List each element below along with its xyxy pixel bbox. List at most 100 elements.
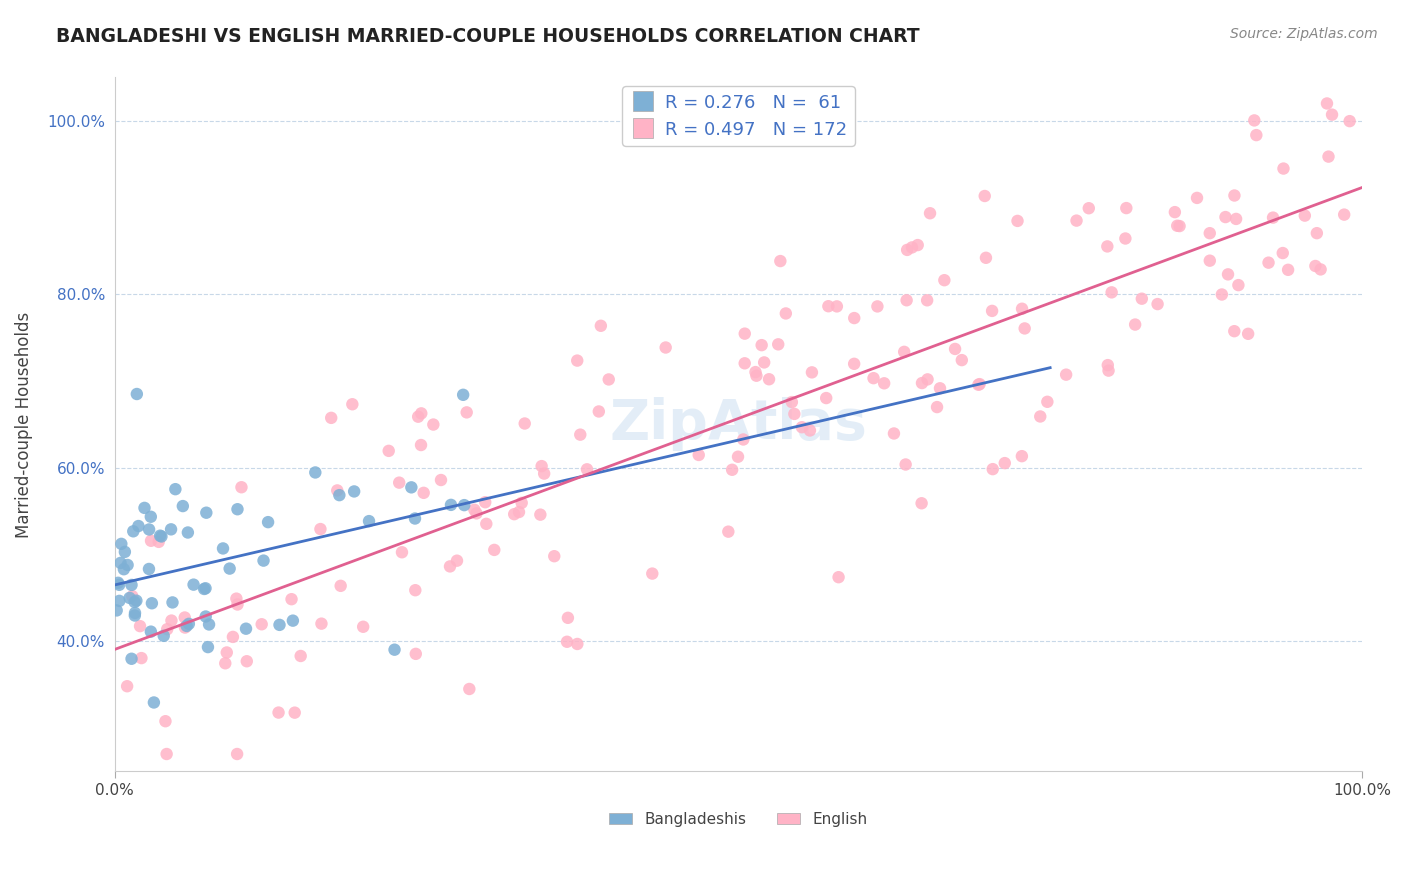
Point — [1164, 205, 1187, 219]
Point — [589, 318, 612, 333]
Point — [569, 427, 592, 442]
Point — [280, 592, 302, 607]
Point — [121, 589, 143, 603]
Point — [598, 372, 620, 386]
Point — [194, 609, 217, 624]
Point — [124, 608, 146, 623]
Text: Source: ZipAtlas.com: Source: ZipAtlas.com — [1230, 27, 1378, 41]
Point — [134, 500, 156, 515]
Point — [329, 579, 352, 593]
Point — [1243, 113, 1265, 128]
Point — [250, 617, 273, 632]
Point — [235, 622, 257, 636]
Point — [1306, 226, 1329, 240]
Point — [142, 696, 165, 710]
Point — [127, 519, 149, 533]
Point — [567, 637, 589, 651]
Point — [721, 463, 744, 477]
Point — [775, 306, 797, 320]
Point — [827, 570, 849, 584]
Point — [226, 502, 249, 516]
Point — [866, 300, 889, 314]
Point — [734, 326, 756, 341]
Point — [917, 372, 939, 386]
Point — [122, 524, 145, 539]
Point — [1272, 161, 1295, 176]
Point — [1097, 239, 1119, 253]
Point — [503, 507, 526, 521]
Point — [124, 595, 146, 609]
Point — [222, 630, 245, 644]
Point — [107, 575, 129, 590]
Point — [412, 486, 434, 500]
Point — [1101, 285, 1123, 300]
Point — [974, 251, 997, 265]
Point — [125, 387, 148, 401]
Point — [1054, 368, 1077, 382]
Point — [160, 522, 183, 536]
Point — [215, 645, 238, 659]
Point — [114, 545, 136, 559]
Point — [465, 507, 488, 521]
Point — [950, 353, 973, 368]
Point — [252, 553, 274, 567]
Point — [1097, 358, 1119, 372]
Point — [117, 558, 139, 572]
Point — [825, 299, 848, 313]
Point — [896, 293, 918, 308]
Point — [1168, 219, 1191, 233]
Point — [377, 443, 399, 458]
Point — [768, 337, 790, 351]
Point — [567, 353, 589, 368]
Point — [391, 545, 413, 559]
Point — [401, 480, 423, 494]
Point — [176, 619, 198, 633]
Point — [1317, 150, 1340, 164]
Point — [138, 562, 160, 576]
Point — [915, 293, 938, 308]
Point — [929, 381, 952, 395]
Point — [110, 537, 132, 551]
Point — [883, 426, 905, 441]
Point — [131, 651, 153, 665]
Point — [225, 591, 247, 606]
Point — [115, 679, 138, 693]
Point — [139, 533, 162, 548]
Point — [474, 495, 496, 509]
Point — [513, 417, 536, 431]
Point — [688, 448, 710, 462]
Point — [815, 391, 838, 405]
Point — [1211, 287, 1233, 301]
Point — [780, 395, 803, 409]
Point — [148, 534, 170, 549]
Point — [733, 433, 755, 447]
Point — [1294, 209, 1316, 223]
Point — [1007, 214, 1029, 228]
Point — [910, 496, 932, 510]
Point — [1014, 321, 1036, 335]
Point — [844, 357, 866, 371]
Point — [198, 617, 221, 632]
Point — [439, 559, 461, 574]
Point — [508, 505, 530, 519]
Point — [1223, 188, 1246, 202]
Point — [405, 647, 427, 661]
Point — [734, 356, 756, 370]
Point — [284, 706, 307, 720]
Point — [1237, 326, 1260, 341]
Point — [1036, 394, 1059, 409]
Point — [343, 484, 366, 499]
Point — [1246, 128, 1268, 142]
Point — [129, 619, 152, 633]
Point — [901, 240, 924, 254]
Point — [873, 376, 896, 391]
Point — [451, 388, 474, 402]
Point — [1077, 201, 1099, 215]
Point — [1011, 449, 1033, 463]
Point — [1309, 262, 1331, 277]
Point — [1198, 253, 1220, 268]
Point — [844, 311, 866, 326]
Point — [1333, 208, 1355, 222]
Point — [453, 498, 475, 512]
Point — [304, 466, 326, 480]
